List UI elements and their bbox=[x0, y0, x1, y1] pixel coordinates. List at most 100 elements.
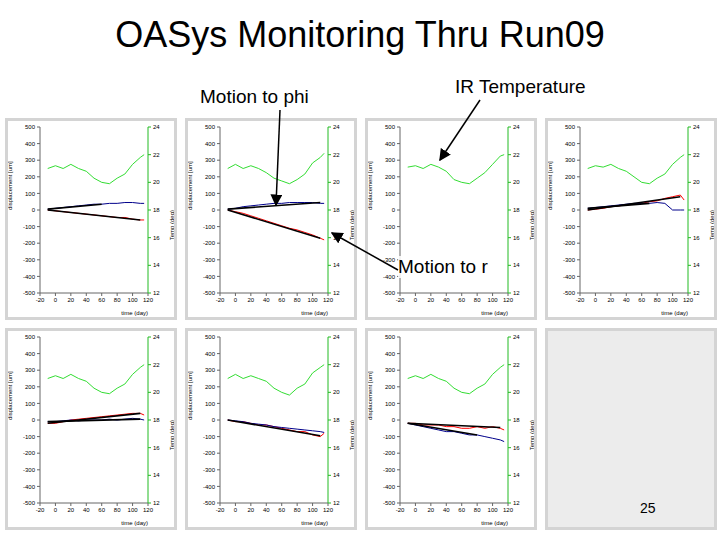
svg-text:24: 24 bbox=[693, 124, 700, 130]
svg-text:40: 40 bbox=[443, 297, 450, 303]
svg-text:-300: -300 bbox=[203, 467, 216, 473]
svg-text:-100: -100 bbox=[23, 224, 36, 230]
svg-text:16: 16 bbox=[513, 445, 520, 451]
svg-text:200: 200 bbox=[385, 384, 396, 390]
svg-text:20: 20 bbox=[248, 507, 255, 513]
svg-text:0: 0 bbox=[392, 207, 396, 213]
svg-text:displacement [um]: displacement [um] bbox=[548, 161, 553, 210]
svg-text:200: 200 bbox=[565, 174, 576, 180]
svg-text:24: 24 bbox=[333, 334, 340, 340]
svg-text:120: 120 bbox=[323, 507, 334, 513]
svg-text:-20: -20 bbox=[216, 507, 225, 513]
svg-text:24: 24 bbox=[153, 334, 160, 340]
svg-text:-300: -300 bbox=[383, 467, 396, 473]
svg-text:100: 100 bbox=[668, 297, 679, 303]
svg-text:40: 40 bbox=[83, 297, 90, 303]
svg-text:displacement [um]: displacement [um] bbox=[188, 371, 193, 420]
svg-text:400: 400 bbox=[25, 351, 36, 357]
svg-text:time (day): time (day) bbox=[121, 310, 148, 316]
svg-text:100: 100 bbox=[488, 297, 499, 303]
svg-text:20: 20 bbox=[333, 179, 340, 185]
svg-text:time (day): time (day) bbox=[121, 520, 148, 526]
svg-text:0: 0 bbox=[54, 297, 58, 303]
svg-text:Temp (deg): Temp (deg) bbox=[349, 420, 354, 450]
svg-text:400: 400 bbox=[25, 141, 36, 147]
svg-text:-100: -100 bbox=[383, 224, 396, 230]
svg-text:-200: -200 bbox=[383, 240, 396, 246]
svg-text:12: 12 bbox=[513, 500, 520, 506]
svg-text:100: 100 bbox=[308, 297, 319, 303]
svg-text:-200: -200 bbox=[383, 450, 396, 456]
svg-text:80: 80 bbox=[474, 297, 481, 303]
svg-text:displacement [um]: displacement [um] bbox=[188, 161, 193, 210]
svg-text:12: 12 bbox=[693, 290, 700, 296]
svg-text:-20: -20 bbox=[396, 507, 405, 513]
svg-text:20: 20 bbox=[153, 179, 160, 185]
svg-text:20: 20 bbox=[248, 297, 255, 303]
svg-text:-100: -100 bbox=[203, 434, 216, 440]
svg-text:displacement [um]: displacement [um] bbox=[368, 371, 373, 420]
svg-text:300: 300 bbox=[205, 367, 216, 373]
svg-text:20: 20 bbox=[153, 389, 160, 395]
svg-text:500: 500 bbox=[565, 124, 576, 130]
svg-text:Temp (deg): Temp (deg) bbox=[529, 210, 534, 240]
svg-text:12: 12 bbox=[333, 290, 340, 296]
svg-text:-400: -400 bbox=[203, 484, 216, 490]
svg-text:14: 14 bbox=[513, 262, 520, 268]
svg-text:20: 20 bbox=[68, 297, 75, 303]
svg-text:20: 20 bbox=[333, 389, 340, 395]
svg-text:-200: -200 bbox=[203, 240, 216, 246]
svg-text:400: 400 bbox=[565, 141, 576, 147]
svg-text:0: 0 bbox=[32, 417, 36, 423]
svg-text:100: 100 bbox=[565, 191, 576, 197]
svg-text:100: 100 bbox=[308, 507, 319, 513]
svg-text:-200: -200 bbox=[23, 240, 36, 246]
svg-text:120: 120 bbox=[503, 297, 514, 303]
svg-text:16: 16 bbox=[513, 235, 520, 241]
svg-text:12: 12 bbox=[333, 500, 340, 506]
svg-text:time (day): time (day) bbox=[301, 520, 328, 526]
svg-text:20: 20 bbox=[513, 389, 520, 395]
svg-text:22: 22 bbox=[333, 152, 340, 158]
svg-text:400: 400 bbox=[385, 351, 396, 357]
svg-text:60: 60 bbox=[458, 297, 465, 303]
svg-text:time (day): time (day) bbox=[301, 310, 328, 316]
svg-text:-400: -400 bbox=[383, 274, 396, 280]
svg-text:24: 24 bbox=[153, 124, 160, 130]
svg-text:-300: -300 bbox=[23, 467, 36, 473]
svg-text:0: 0 bbox=[594, 297, 598, 303]
svg-text:18: 18 bbox=[513, 417, 520, 423]
svg-text:-20: -20 bbox=[36, 297, 45, 303]
svg-text:22: 22 bbox=[513, 362, 520, 368]
svg-text:0: 0 bbox=[392, 417, 396, 423]
svg-text:60: 60 bbox=[98, 507, 105, 513]
svg-text:-500: -500 bbox=[203, 290, 216, 296]
svg-text:time (day): time (day) bbox=[481, 310, 508, 316]
svg-text:20: 20 bbox=[428, 507, 435, 513]
svg-text:16: 16 bbox=[153, 235, 160, 241]
svg-text:-500: -500 bbox=[383, 290, 396, 296]
svg-text:displacement [um]: displacement [um] bbox=[8, 371, 13, 420]
svg-text:-300: -300 bbox=[563, 257, 576, 263]
svg-text:16: 16 bbox=[333, 445, 340, 451]
svg-text:12: 12 bbox=[513, 290, 520, 296]
svg-text:40: 40 bbox=[443, 507, 450, 513]
svg-text:-100: -100 bbox=[203, 224, 216, 230]
svg-text:500: 500 bbox=[385, 334, 396, 340]
svg-text:80: 80 bbox=[474, 507, 481, 513]
svg-text:120: 120 bbox=[143, 297, 154, 303]
svg-text:-400: -400 bbox=[563, 274, 576, 280]
svg-text:300: 300 bbox=[25, 157, 36, 163]
svg-text:14: 14 bbox=[333, 262, 340, 268]
svg-text:60: 60 bbox=[278, 297, 285, 303]
svg-text:22: 22 bbox=[153, 362, 160, 368]
svg-text:100: 100 bbox=[488, 507, 499, 513]
svg-text:400: 400 bbox=[205, 141, 216, 147]
svg-text:-400: -400 bbox=[383, 484, 396, 490]
svg-text:18: 18 bbox=[333, 207, 340, 213]
svg-text:120: 120 bbox=[143, 507, 154, 513]
svg-text:60: 60 bbox=[98, 297, 105, 303]
svg-text:-500: -500 bbox=[23, 290, 36, 296]
svg-text:100: 100 bbox=[128, 507, 139, 513]
svg-text:100: 100 bbox=[128, 297, 139, 303]
